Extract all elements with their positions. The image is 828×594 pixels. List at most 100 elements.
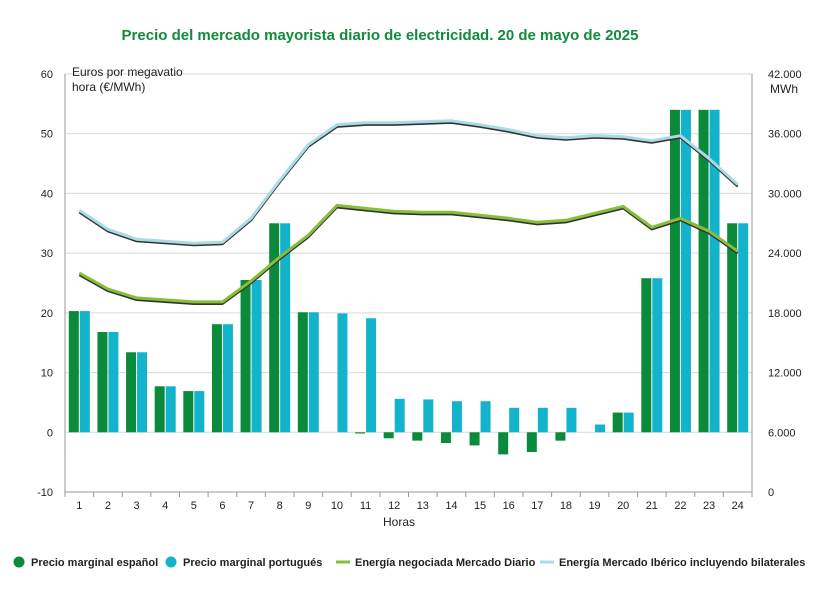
x-tick-label: 16 [503, 500, 515, 512]
bar-precio-espanol [269, 223, 280, 433]
bar-precio-portugues [423, 399, 434, 433]
x-tick-label: 5 [191, 500, 197, 512]
x-tick-label: 13 [417, 500, 429, 512]
legend: Precio marginal español Precio marginal p… [13, 556, 805, 569]
legend-precio-portugues-marker [165, 556, 177, 568]
y-left-tick-label: 50 [41, 129, 53, 141]
bar-precio-portugues [566, 407, 577, 433]
y-right-axis-title: MWh [770, 82, 798, 96]
x-tick-label: 17 [531, 500, 543, 512]
x-axis-title: Horas [383, 515, 415, 529]
bar-precio-portugues [680, 109, 691, 433]
x-tick-label: 9 [305, 500, 311, 512]
x-tick-label: 11 [360, 500, 371, 512]
y-right-tick-label: 42.000 [768, 69, 802, 81]
y-left-tick-label: 0 [47, 427, 53, 439]
y-right-tick-label: 0 [768, 487, 774, 499]
x-tick-label: 15 [474, 500, 486, 512]
bar-precio-espanol [412, 432, 423, 441]
bar-precio-espanol [297, 312, 308, 433]
bar-precio-portugues [108, 331, 119, 433]
bar-precio-espanol [612, 412, 623, 433]
bar-precio-espanol [383, 432, 394, 439]
bar-precio-portugues [337, 313, 348, 433]
bar-precio-espanol [211, 324, 222, 433]
bar-precio-portugues [623, 412, 634, 433]
y-right-tick-label: 6.000 [768, 427, 796, 439]
x-tick-label: 12 [388, 500, 400, 512]
bar-precio-espanol [183, 391, 194, 433]
legend-precio-espanol-label: Precio marginal español [31, 557, 158, 569]
bar-precio-portugues [537, 407, 548, 433]
bar-precio-portugues [366, 318, 377, 433]
bar-precio-espanol [97, 331, 108, 433]
legend-precio-portugues-label: Precio marginal portugués [183, 557, 322, 569]
line-shadow-mercado-diario [78, 206, 739, 305]
bar-precio-portugues [652, 278, 663, 433]
bar-precio-portugues [79, 311, 90, 433]
bars [68, 109, 749, 455]
y-right-tick-label: 36.000 [768, 129, 802, 141]
bar-precio-espanol [355, 432, 366, 434]
lines [78, 119, 739, 305]
bar-precio-portugues [709, 109, 720, 433]
bar-precio-espanol [240, 280, 251, 433]
y-left-tick-label: 10 [41, 368, 53, 380]
bar-precio-espanol [440, 432, 451, 444]
legend-precio-espanol-marker [13, 556, 25, 568]
bar-precio-portugues [451, 401, 462, 433]
x-tick-label: 21 [646, 500, 658, 512]
bar-precio-espanol [698, 109, 709, 433]
bar-precio-espanol [669, 109, 680, 433]
line-energia-mercado-diario [78, 203, 739, 304]
x-tick-label: 20 [617, 500, 629, 512]
grid-lines [65, 73, 752, 493]
bar-precio-portugues [394, 398, 405, 433]
axes: -10 0 10 20 30 40 50 60 0 6.000 12.000 18.000 24.000… [37, 69, 802, 512]
y-left-tick-label: -10 [37, 487, 53, 499]
line-shadow-iberico [78, 121, 739, 247]
x-tick-label: 18 [560, 500, 572, 512]
bar-precio-espanol [555, 432, 566, 441]
x-tick-label: 4 [162, 500, 168, 512]
bar-precio-portugues [165, 386, 176, 433]
y-left-axis-title-line-1: Euros por megavatio [72, 65, 183, 79]
bar-precio-portugues [738, 223, 749, 433]
bar-precio-portugues [595, 424, 606, 433]
bar-precio-espanol [641, 278, 652, 433]
bar-precio-portugues [222, 324, 233, 433]
x-tick-label: 8 [277, 500, 283, 512]
x-tick-label: 3 [134, 500, 140, 512]
bar-precio-espanol [498, 432, 509, 455]
bar-precio-portugues [194, 391, 205, 433]
chart-title: Precio del mercado mayorista diario de e… [122, 27, 639, 44]
bar-precio-espanol [727, 223, 738, 433]
x-tick-label: 10 [331, 500, 343, 512]
x-tick-label: 19 [588, 500, 600, 512]
y-right-tick-label: 30.000 [768, 188, 802, 200]
x-tick-label: 6 [219, 500, 225, 512]
bar-precio-portugues [137, 352, 148, 433]
x-tick-label: 1 [76, 500, 82, 512]
bar-precio-portugues [308, 312, 319, 433]
y-right-tick-label: 24.000 [768, 248, 802, 260]
x-tick-label: 7 [248, 500, 254, 512]
y-left-axis-title-line-2: hora (€/MWh) [72, 80, 145, 94]
legend-energia-mercado-diario-label: Energía negociada Mercado Diario [355, 557, 536, 569]
bar-precio-espanol [68, 311, 79, 433]
bar-precio-portugues [251, 280, 262, 433]
y-right-tick-label: 12.000 [768, 368, 802, 380]
y-left-tick-label: 30 [41, 248, 53, 260]
y-right-tick-label: 18.000 [768, 308, 802, 320]
y-left-tick-label: 40 [41, 188, 53, 200]
y-left-tick-label: 20 [41, 308, 53, 320]
x-tick-label: 22 [674, 500, 686, 512]
legend-energia-iberico-label: Energía Mercado Ibérico incluyendo bilat… [559, 557, 805, 569]
y-left-tick-label: 60 [41, 69, 53, 81]
bar-precio-espanol [526, 432, 537, 452]
line-energia-iberico [78, 119, 739, 245]
bar-precio-portugues [280, 223, 291, 433]
x-tick-label: 23 [703, 500, 715, 512]
x-tick-label: 14 [445, 500, 457, 512]
